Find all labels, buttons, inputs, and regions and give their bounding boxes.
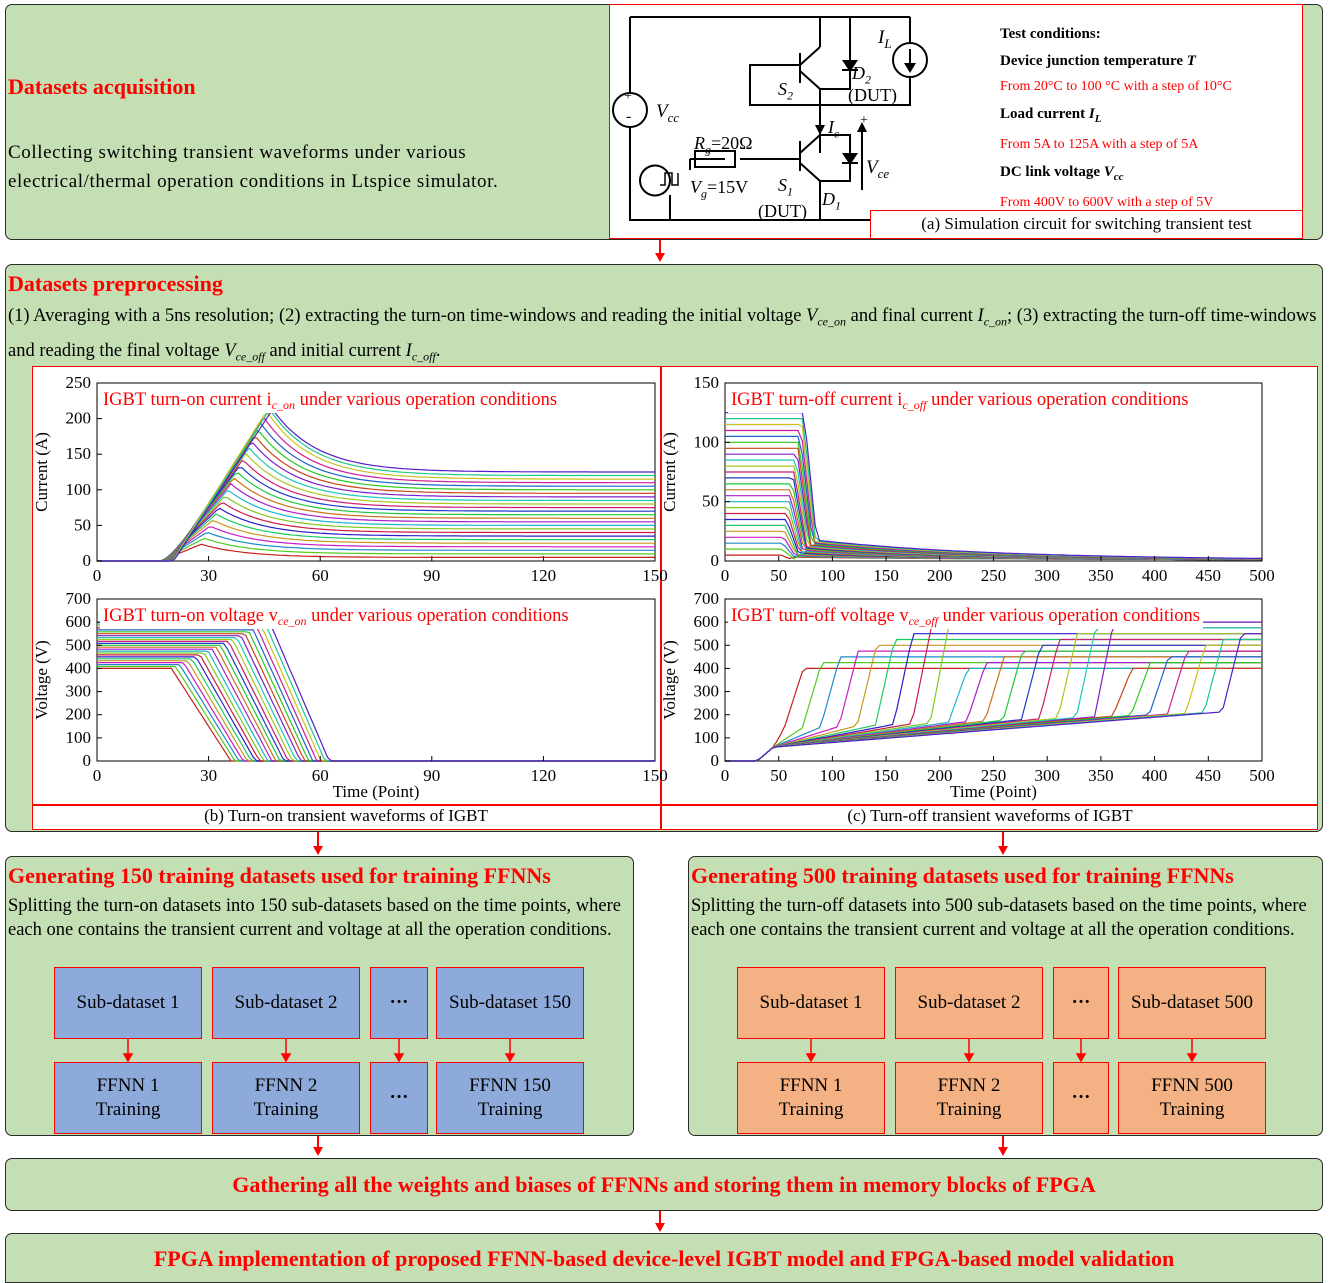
gen500-sub-2: Sub-dataset 2 <box>895 967 1043 1039</box>
diode-d1-icon <box>842 153 858 165</box>
gather-panel <box>5 1158 1323 1211</box>
gen150-sub-2: Sub-dataset 2 <box>212 967 360 1039</box>
test-conditions: Test conditions: Device junction tempera… <box>1000 21 1300 217</box>
s1-label: S1 <box>778 175 793 199</box>
condition-load-current-range: From 5A to 125A with a step of 5A <box>1000 137 1199 152</box>
circuit-diagram <box>612 16 928 221</box>
diode-d2-icon <box>842 60 858 72</box>
waveforms-divider <box>660 366 662 830</box>
gen500-ffnn-ellipsis: ··· <box>1053 1062 1109 1134</box>
vcc-minus-label: - <box>626 108 632 125</box>
gen500-ffnn-1: FFNN 1 Training <box>737 1062 885 1134</box>
gather-text: Gathering all the weights and biases of … <box>232 1172 1096 1197</box>
circuit-figure: + - Vcc Rg=20Ω Vg=15V S1 (DUT) D1 S2 D2 … <box>609 4 1303 239</box>
condition-load-current: Load current IL <box>1000 105 1102 125</box>
pulse-source-icon <box>660 172 679 186</box>
acquisition-title: Datasets acquisition <box>8 74 196 99</box>
waveforms-figure <box>32 366 1318 830</box>
s2-label: S2 <box>778 79 793 103</box>
d1-label: D1 <box>822 189 841 213</box>
gen500-sub-ellipsis: ··· <box>1053 967 1109 1039</box>
vg-label: Vg=15V <box>690 177 749 201</box>
gen150-description: Splitting the turn-on datasets into 150 … <box>8 896 621 940</box>
gen150-ffnn-150: FFNN 150 Training <box>436 1062 584 1134</box>
gen500-ffnn-2: FFNN 2 Training <box>895 1062 1043 1134</box>
caption-turn-off: (c) Turn-off transient waveforms of IGBT <box>847 806 1133 825</box>
gen150-ffnn-ellipsis: ··· <box>370 1062 428 1134</box>
captions-top-border <box>32 804 1318 806</box>
condition-dc-voltage-range: From 400V to 600V with a step of 5V <box>1000 195 1214 210</box>
gen150-ffnn-1: FFNN 1 Training <box>54 1062 202 1134</box>
gen500-ffnn-500: FFNN 500 Training <box>1118 1062 1266 1134</box>
caption-turn-on: (b) Turn-on transient waveforms of IGBT <box>204 806 488 825</box>
condition-temperature: Device junction temperature T <box>1000 52 1196 69</box>
gen500-description: Splitting the turn-off datasets into 500… <box>691 896 1307 940</box>
gen150-sub-ellipsis: ··· <box>370 967 428 1039</box>
vcc-label: Vcc <box>656 101 680 125</box>
dut1-label: (DUT) <box>758 201 807 221</box>
gen500-title: Generating 500 training datasets used fo… <box>691 863 1234 888</box>
d2-label: D2 <box>852 63 871 87</box>
ic-label: Ic <box>828 117 840 141</box>
condition-temperature-range: From 20°C to 100 °C with a step of 10°C <box>1000 79 1232 94</box>
circuit-caption: (a) Simulation circuit for switching tra… <box>870 210 1302 238</box>
vce-plus-label: + <box>860 113 868 128</box>
acquisition-description: Collecting switching transient waveforms… <box>8 142 499 192</box>
rg-label: Rg=20Ω <box>694 133 753 157</box>
vcc-plus-label: + <box>624 89 632 104</box>
gen500-sub-1: Sub-dataset 1 <box>737 967 885 1039</box>
il-label: IL <box>878 27 892 51</box>
vce-label: Vce <box>866 157 890 181</box>
gen150-sub-150: Sub-dataset 150 <box>436 967 584 1039</box>
gen150-sub-1: Sub-dataset 1 <box>54 967 202 1039</box>
gen150-ffnn-2: FFNN 2 Training <box>212 1062 360 1134</box>
preprocessing-title: Datasets preprocessing <box>8 271 223 296</box>
fpga-text: FPGA implementation of proposed FFNN-bas… <box>153 1246 1175 1271</box>
dut2-label: (DUT) <box>848 85 897 105</box>
current-source-icon <box>892 42 928 78</box>
preprocessing-description: (1) Averaging with a 5ns resolution; (2)… <box>8 306 1317 364</box>
gen150-title: Generating 150 training datasets used fo… <box>8 863 551 888</box>
gen500-sub-500: Sub-dataset 500 <box>1118 967 1266 1039</box>
conditions-heading: Test conditions: <box>1000 26 1101 42</box>
condition-dc-voltage: DC link voltage Vcc <box>1000 163 1124 183</box>
